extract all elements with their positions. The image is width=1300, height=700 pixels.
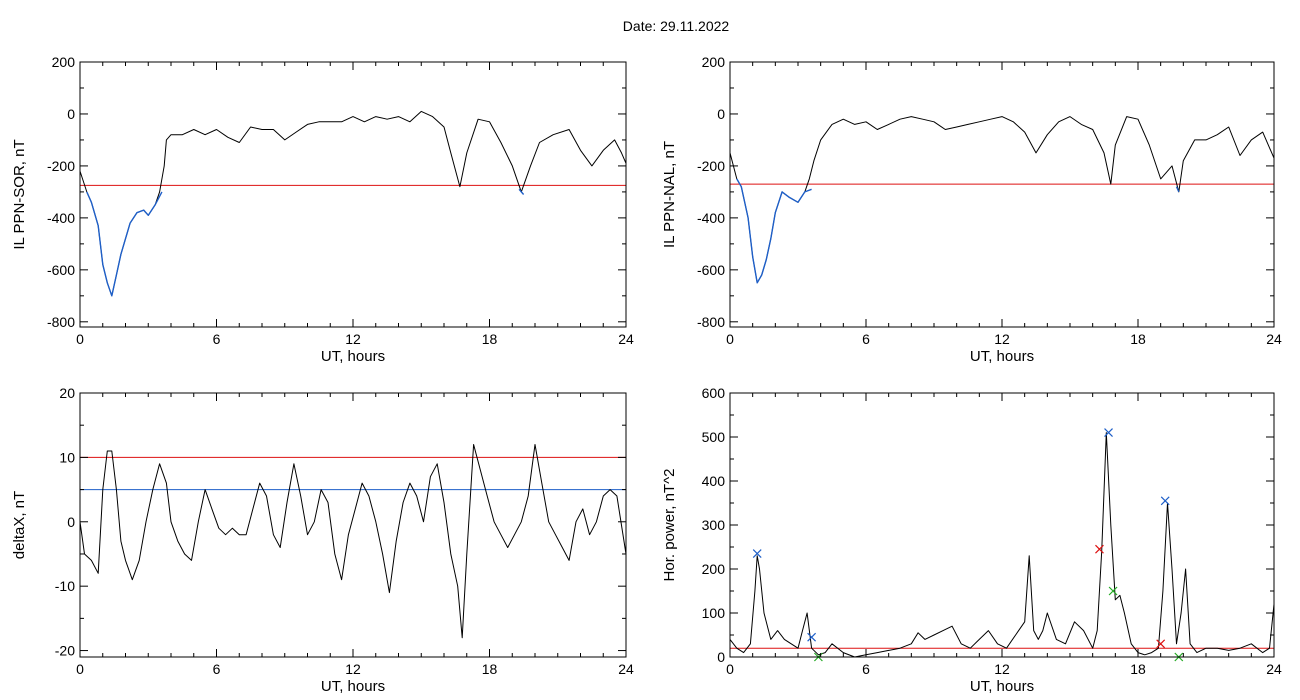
y-tick-label: 0 [717,649,725,665]
y-tick-label: -800 [697,314,725,330]
y-tick-label: 300 [702,517,726,533]
y-axis-label: Hor. power, nT^2 [661,469,678,582]
y-tick-label: -200 [697,158,725,174]
y-tick-label: 400 [702,473,726,489]
marker-6 [1156,639,1166,649]
plot-frame [729,392,1275,658]
y-axis-label: IL PPN-SOR, nT [11,139,28,249]
x-axis-label: UT, hours [970,348,1034,365]
y-tick-label: -400 [697,210,725,226]
y-tick-label: 0 [67,106,75,122]
y-tick-label: 200 [702,54,726,70]
x-tick-label: 0 [76,331,84,347]
y-tick-label: -600 [47,262,75,278]
marker-0 [752,549,762,559]
marker-4 [1104,428,1113,438]
x-tick-label: 0 [76,661,84,677]
x-tick-label: 24 [618,661,634,677]
x-tick-label: 12 [994,331,1010,347]
x-tick-label: 24 [1266,331,1282,347]
marker-1 [807,632,817,642]
y-tick-label: -20 [55,643,75,659]
series-line-0 [729,432,1275,658]
x-tick-label: 24 [618,331,634,347]
y-axis-label: IL PPN-NAL, nT [661,141,678,248]
x-tick-label: 18 [482,661,498,677]
y-tick-label: 200 [52,54,76,70]
x-tick-label: 18 [482,331,498,347]
x-tick-label: 24 [1266,661,1282,677]
series-line-1 [86,191,163,297]
page-title: Date: 29.11.2022 [622,18,730,34]
series-line-2 [1175,186,1180,193]
y-tick-label: 20 [59,385,75,401]
x-tick-label: 6 [862,331,870,347]
x-tick-label: 18 [1130,331,1146,347]
x-tick-label: 12 [345,661,361,677]
y-tick-label: 0 [67,514,75,530]
x-tick-label: 0 [726,331,734,347]
x-tick-label: 6 [862,661,870,677]
x-axis-label: UT, hours [321,678,385,695]
x-tick-label: 6 [213,661,221,677]
marker-5 [1108,586,1118,596]
y-tick-label: 10 [59,449,75,465]
x-tick-label: 18 [1130,661,1146,677]
series-line-1 [736,178,812,284]
y-tick-label: -600 [697,262,725,278]
x-axis-label: UT, hours [970,678,1034,695]
x-tick-label: 12 [994,661,1010,677]
x-tick-label: 6 [213,331,221,347]
y-tick-label: -800 [47,314,75,330]
series-line-2 [518,188,525,195]
y-tick-label: 100 [702,605,726,621]
y-tick-label: 200 [702,561,726,577]
y-tick-label: -200 [47,158,75,174]
x-tick-label: 12 [345,331,361,347]
y-axis-label: deltaX, nT [11,491,28,559]
y-tick-label: 500 [702,429,726,445]
x-axis-label: UT, hours [321,348,385,365]
marker-7 [1160,496,1170,506]
y-tick-label: 0 [717,106,725,122]
y-tick-label: -10 [55,578,75,594]
series-line-0 [79,444,627,639]
y-tick-label: 600 [702,385,726,401]
marker-3 [1095,544,1104,554]
x-tick-label: 0 [726,661,734,677]
y-tick-label: -400 [47,210,75,226]
